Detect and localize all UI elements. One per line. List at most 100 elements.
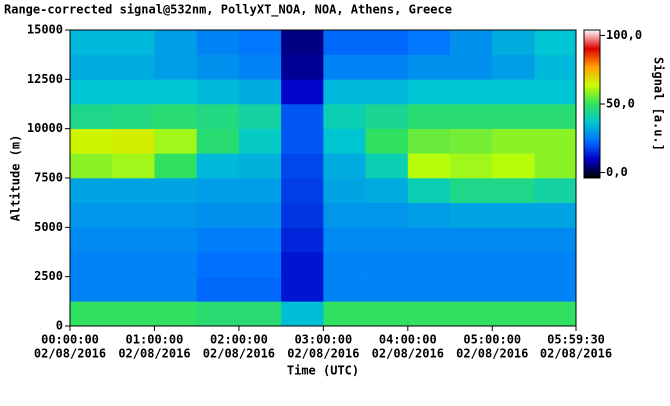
heatmap-cell — [323, 178, 366, 203]
x-tick-label: 05:00:00 — [463, 333, 521, 347]
heatmap-cell — [112, 202, 155, 228]
heatmap-cell — [154, 104, 197, 129]
heatmap-cell — [450, 79, 493, 105]
heatmap-cell — [323, 227, 366, 253]
heatmap-cell — [534, 178, 577, 203]
x-tick-date: 02/08/2016 — [456, 347, 528, 361]
heatmap-cell — [365, 54, 409, 80]
heatmap-cell — [112, 276, 155, 302]
heatmap-cell — [365, 202, 409, 228]
y-tick-label: 10000 — [27, 121, 63, 135]
heatmap-cell — [70, 153, 113, 179]
heatmap-cell — [323, 301, 366, 327]
heatmap-cell — [365, 30, 409, 55]
heatmap-cell — [281, 202, 324, 228]
heatmap-cell — [154, 30, 197, 55]
heatmap-cell — [534, 153, 577, 179]
heatmap-cell — [281, 54, 324, 80]
heatmap-cell — [450, 153, 493, 179]
heatmap-cell — [450, 227, 493, 253]
y-tick-label: 7500 — [34, 171, 63, 185]
heatmap-cell — [281, 252, 324, 277]
colorbar — [583, 29, 601, 179]
heatmap-cell — [70, 227, 113, 253]
heatmap-cell — [196, 301, 240, 327]
x-tick-date: 02/08/2016 — [540, 347, 612, 361]
heatmap-cell — [407, 178, 451, 203]
heatmap-cell — [70, 202, 113, 228]
heatmap-cell — [450, 276, 493, 302]
heatmap-cell — [450, 301, 493, 327]
heatmap-cell — [281, 276, 324, 302]
heatmap-cell — [70, 54, 113, 80]
x-tick-label: 01:00:00 — [126, 333, 184, 347]
heatmap-cell — [407, 202, 451, 228]
heatmap-cell — [238, 301, 282, 327]
heatmap-cell — [407, 153, 451, 179]
colorbar-tick-label: 100,0 — [606, 28, 642, 42]
heatmap-cell — [450, 252, 493, 277]
x-tick-date: 02/08/2016 — [203, 347, 275, 361]
heatmap-cell — [450, 54, 493, 80]
heatmap-cell — [238, 79, 282, 105]
heatmap-cell — [196, 252, 240, 277]
heatmap-cell — [450, 30, 493, 55]
heatmap-cell — [238, 54, 282, 80]
colorbar-tick-label: 50,0 — [606, 97, 635, 111]
x-tick-date: 02/08/2016 — [287, 347, 359, 361]
x-axis-label: Time (UTC) — [287, 364, 359, 378]
heatmap-cell — [492, 54, 535, 80]
heatmap-cell — [534, 227, 577, 253]
heatmap-cell — [407, 30, 451, 55]
heatmap-cell — [407, 79, 451, 105]
heatmap-cell — [407, 301, 451, 327]
heatmap-cell — [323, 104, 366, 129]
heatmap-cell — [365, 79, 409, 105]
heatmap-cell — [154, 178, 197, 203]
heatmap-cell — [450, 128, 493, 154]
heatmap-cell — [492, 79, 535, 105]
heatmap-cell — [450, 178, 493, 203]
heatmap-cell — [407, 54, 451, 80]
heatmap-cell — [365, 104, 409, 129]
heatmap-cell — [492, 301, 535, 327]
heatmap-cell — [323, 276, 366, 302]
heatmap-cell — [407, 104, 451, 129]
heatmap-cell — [534, 128, 577, 154]
heatmap-cell — [196, 153, 240, 179]
heatmap-cell — [492, 153, 535, 179]
heatmap-cell — [154, 276, 197, 302]
heatmap-cell — [407, 128, 451, 154]
heatmap-cell — [154, 79, 197, 105]
x-tick-date: 02/08/2016 — [372, 347, 444, 361]
heatmap-cell — [238, 276, 282, 302]
heatmap-cell — [196, 30, 240, 55]
heatmap-cell — [112, 301, 155, 327]
heatmap-cell — [196, 128, 240, 154]
heatmap-cell — [323, 153, 366, 179]
heatmap-cell — [154, 54, 197, 80]
heatmap-cell — [196, 104, 240, 129]
heatmap-cell — [492, 30, 535, 55]
heatmap-cell — [492, 128, 535, 154]
colorbar-label: Signal [a.u.] — [652, 57, 666, 151]
heatmap-cell — [281, 104, 324, 129]
heatmap-cell — [112, 252, 155, 277]
heatmap-cell — [365, 153, 409, 179]
heatmap-cell — [365, 252, 409, 277]
heatmap-cell — [323, 128, 366, 154]
heatmap-cell — [154, 128, 197, 154]
heatmap-cell — [196, 202, 240, 228]
heatmap-cell — [112, 30, 155, 55]
heatmap-cell — [196, 54, 240, 80]
heatmap-cell — [281, 178, 324, 203]
heatmap-cell — [238, 178, 282, 203]
y-tick-label: 2500 — [34, 269, 63, 283]
heatmap-cell — [70, 276, 113, 302]
heatmap-cell — [492, 276, 535, 302]
heatmap-cell — [154, 252, 197, 277]
heatmap-cell — [323, 79, 366, 105]
heatmap-cell — [112, 54, 155, 80]
